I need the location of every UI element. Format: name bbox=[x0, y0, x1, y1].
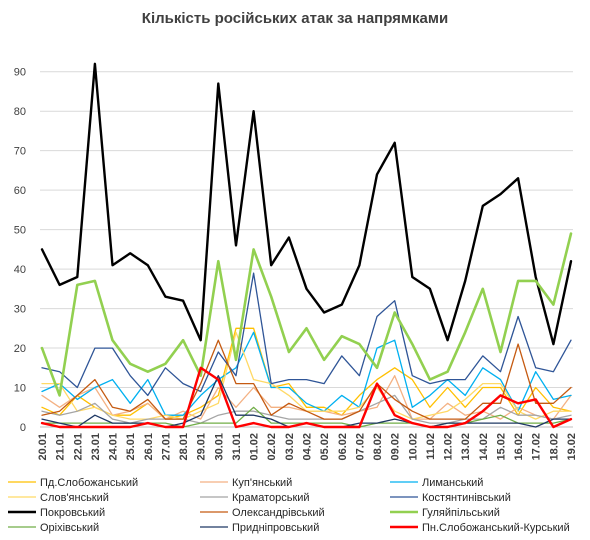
x-tick-label: 28.01 bbox=[178, 433, 190, 461]
y-tick-label: 50 bbox=[14, 225, 26, 237]
series-line bbox=[40, 366, 573, 429]
x-tick-label: 22.01 bbox=[72, 433, 84, 461]
x-tick-label: 14.02 bbox=[478, 433, 490, 461]
x-tick-label: 09.02 bbox=[390, 433, 402, 461]
x-tick-label: 01.02 bbox=[249, 433, 261, 461]
series-line bbox=[40, 62, 573, 346]
legend-label: Придніпровський bbox=[232, 522, 319, 534]
legend-label: Олександрівський bbox=[232, 507, 325, 519]
x-tick-label: 21.01 bbox=[55, 433, 67, 461]
y-tick-label: 30 bbox=[14, 304, 26, 316]
x-tick-label: 23.01 bbox=[90, 433, 102, 461]
x-tick-label: 10.02 bbox=[407, 433, 419, 461]
x-tick-label: 02.02 bbox=[266, 433, 278, 461]
x-tick-label: 31.01 bbox=[231, 433, 243, 461]
series-line bbox=[41, 331, 572, 420]
x-tick-label: 07.02 bbox=[354, 433, 366, 461]
series-line bbox=[41, 327, 572, 420]
y-tick-label: 10 bbox=[14, 383, 26, 395]
legend-label: Костянтинівський bbox=[422, 492, 511, 504]
y-tick-label: 80 bbox=[14, 106, 26, 118]
x-tick-label: 29.01 bbox=[196, 433, 208, 461]
x-tick-label: 08.02 bbox=[372, 433, 384, 461]
x-tick-label: 18.02 bbox=[548, 433, 560, 461]
legend-label: Пн.Слобожанський-Курський bbox=[422, 522, 570, 534]
legend-label: Слов'янський bbox=[40, 492, 109, 504]
x-tick-label: 06.02 bbox=[337, 433, 349, 461]
legend-label: Куп'янський bbox=[232, 477, 292, 489]
x-tick-label: 27.01 bbox=[160, 433, 172, 461]
series-line bbox=[41, 331, 572, 416]
y-tick-label: 40 bbox=[14, 264, 26, 276]
series-line bbox=[41, 339, 572, 420]
x-tick-label: 16.02 bbox=[513, 433, 525, 461]
x-tick-label: 26.01 bbox=[143, 433, 155, 461]
x-tick-label: 04.02 bbox=[302, 433, 314, 461]
y-tick-label: 60 bbox=[14, 185, 26, 197]
legend-label: Гуляйпільський bbox=[422, 507, 500, 519]
series-line bbox=[40, 232, 573, 397]
legend-label: Покровський bbox=[40, 507, 105, 519]
x-tick-label: 12.02 bbox=[443, 433, 455, 461]
x-tick-label: 03.02 bbox=[284, 433, 296, 461]
y-tick-label: 70 bbox=[14, 146, 26, 158]
series-line bbox=[41, 272, 572, 397]
x-tick-label: 11.02 bbox=[425, 433, 437, 460]
legend-label: Лиманський bbox=[422, 477, 483, 489]
legend-label: Пд.Слобожанський bbox=[40, 477, 138, 489]
x-tick-label: 13.02 bbox=[460, 433, 472, 461]
x-tick-label: 19.02 bbox=[566, 433, 578, 461]
y-tick-label: 20 bbox=[14, 343, 26, 355]
chart-title: Кількість російських атак за напрямками bbox=[141, 10, 449, 27]
x-tick-label: 25.01 bbox=[125, 433, 137, 461]
x-tick-label: 30.01 bbox=[213, 433, 225, 461]
x-tick-label: 24.01 bbox=[108, 433, 120, 461]
x-tick-label: 20.01 bbox=[37, 433, 49, 461]
y-tick-label: 0 bbox=[20, 422, 26, 434]
x-tick-label: 15.02 bbox=[495, 433, 507, 461]
legend-label: Оріхівський bbox=[40, 522, 99, 534]
legend-label: Краматорський bbox=[232, 492, 310, 504]
y-tick-label: 90 bbox=[14, 67, 26, 79]
x-tick-label: 05.02 bbox=[319, 433, 331, 461]
x-tick-label: 17.02 bbox=[531, 433, 543, 461]
